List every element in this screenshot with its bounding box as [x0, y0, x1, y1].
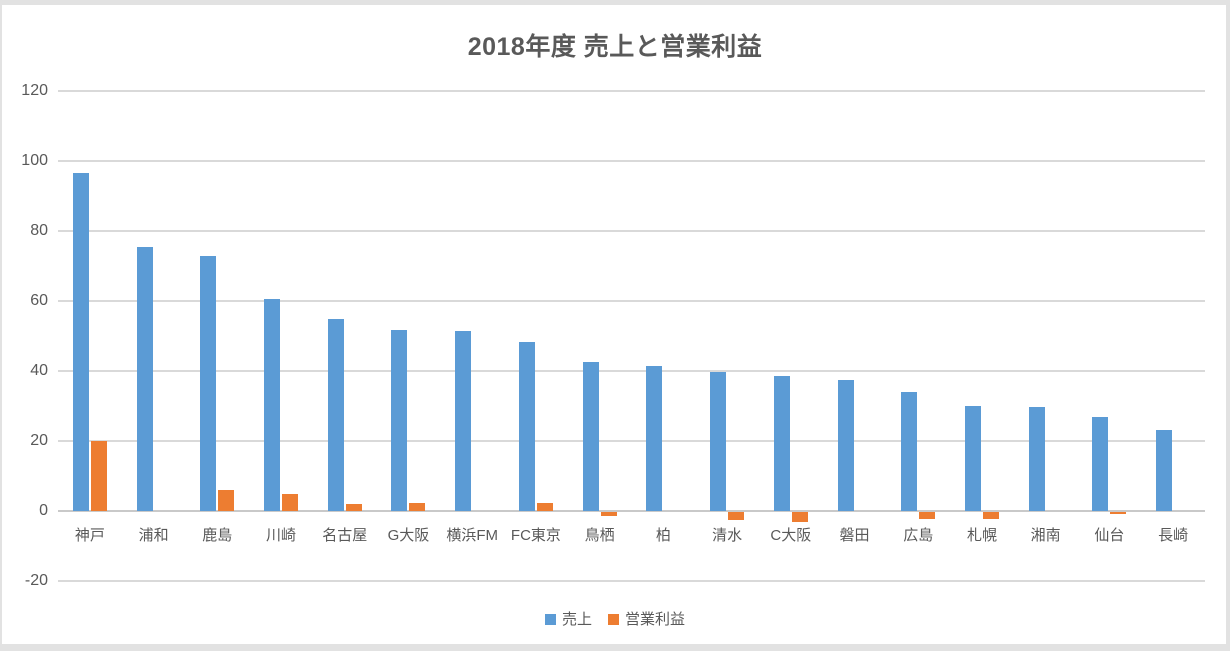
category-label: 仙台 [1094, 527, 1125, 544]
sales-bar [518, 341, 535, 511]
sales-bar [582, 361, 599, 511]
category-label: 札幌 [966, 527, 997, 544]
legend-label: 営業利益 [625, 610, 686, 628]
category-label: 長崎 [1158, 527, 1189, 544]
gridline [58, 90, 1205, 92]
sales-bar [837, 379, 854, 511]
category-label: 清水 [712, 527, 743, 544]
profit-bar [1110, 512, 1127, 514]
category-label: 浦和 [138, 527, 169, 544]
y-tick-label: 0 [39, 502, 48, 519]
y-tick-label: 60 [30, 292, 48, 309]
category-label: 広島 [903, 527, 934, 544]
legend: 売上 営業利益 [0, 607, 1230, 631]
y-tick-label: 20 [30, 432, 48, 449]
chart-title: 2018年度 売上と営業利益 [467, 33, 763, 61]
legend-swatch-icon [544, 613, 556, 625]
gridline [58, 300, 1205, 302]
gridline [58, 580, 1205, 582]
sales-bar [264, 299, 281, 511]
profit-bar [345, 504, 362, 511]
sales-bar [901, 392, 918, 511]
category-label: 横浜FM [446, 527, 499, 544]
gridline [58, 160, 1205, 162]
sales-bar [1028, 406, 1045, 511]
gridline [58, 440, 1205, 442]
legend-item: 営業利益 [608, 612, 685, 627]
sales-bar [1092, 416, 1109, 511]
profit-bar [282, 494, 299, 511]
profit-bar [409, 502, 426, 511]
y-tick-label: 80 [30, 222, 48, 239]
y-tick-label: 40 [30, 362, 48, 379]
category-label: 鹿島 [202, 527, 233, 544]
sales-bar [72, 172, 89, 511]
legend-label: 売上 [561, 610, 592, 628]
profit-bar [728, 512, 745, 521]
profit-bar [791, 512, 808, 523]
sales-bar [136, 247, 153, 511]
gridline [58, 370, 1205, 372]
sales-bar [646, 365, 663, 511]
y-tick-label: 120 [21, 82, 48, 99]
gridline [58, 230, 1205, 232]
sales-bar [455, 331, 472, 511]
category-label: 名古屋 [322, 527, 368, 544]
category-label: C大阪 [770, 527, 812, 544]
legend-swatch-icon [608, 613, 619, 625]
x-axis-line [58, 510, 1205, 512]
category-label: G大阪 [387, 527, 430, 544]
sales-bar [964, 406, 981, 511]
category-label: 鳥栖 [584, 527, 615, 544]
profit-bar [536, 502, 553, 511]
category-label: 磐田 [839, 527, 870, 544]
category-label: FC東京 [510, 527, 561, 544]
y-tick-label: 100 [21, 152, 48, 169]
profit-bar [218, 490, 235, 511]
category-label: 川崎 [266, 527, 297, 544]
sales-bar [1156, 430, 1173, 511]
sales-bar [327, 318, 344, 511]
profit-bar [600, 512, 617, 516]
chart-panel [2, 5, 1226, 644]
legend-item: 売上 [544, 610, 592, 628]
sales-bar [200, 255, 217, 511]
sales-bar [391, 330, 408, 511]
sales-bar [773, 375, 790, 511]
profit-bar [919, 512, 936, 520]
category-label: 神戸 [74, 527, 105, 544]
category-label: 柏 [655, 527, 671, 544]
profit-bar [90, 441, 107, 511]
category-label: 湘南 [1030, 527, 1061, 544]
sales-bar [710, 371, 727, 511]
profit-bar [982, 512, 999, 520]
y-tick-label: -20 [24, 572, 48, 589]
